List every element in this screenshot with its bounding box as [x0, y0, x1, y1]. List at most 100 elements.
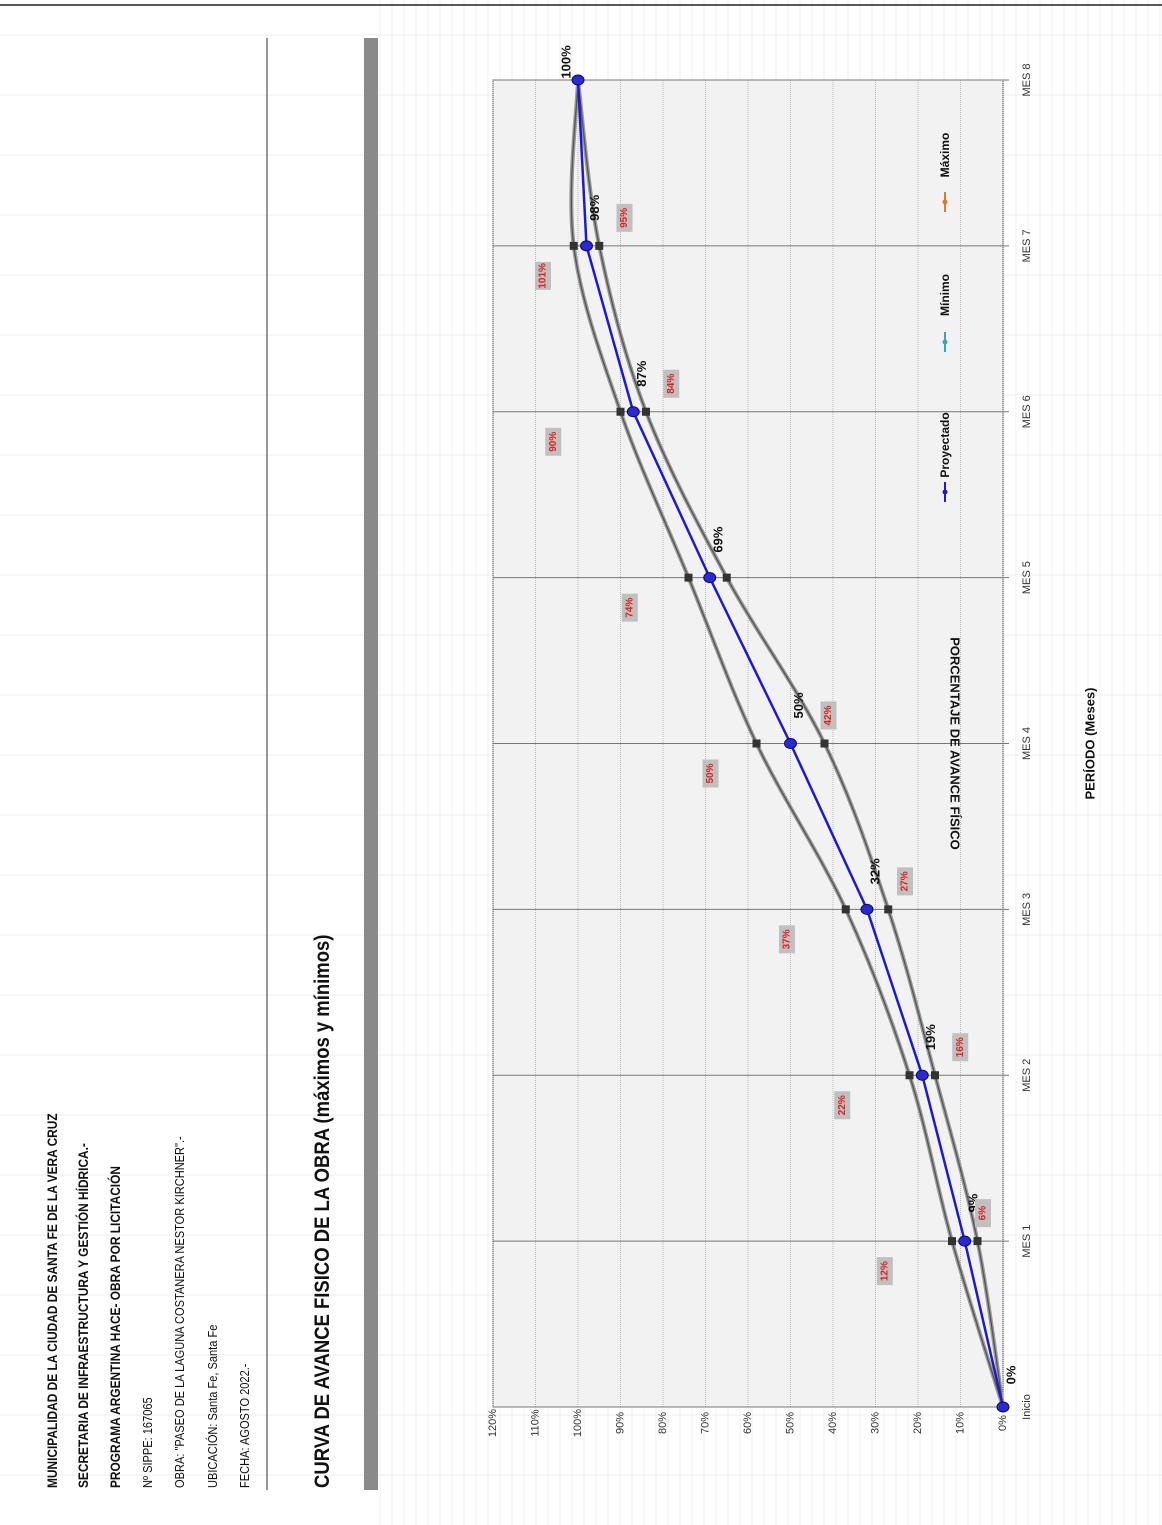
data-label-text: 101% [538, 263, 549, 289]
x-tick-label: MES 7 [1021, 229, 1033, 262]
series-marker-mínimo [722, 573, 731, 582]
data-label-text: 95% [619, 208, 630, 228]
legend-label-mínimo: Mínimo [938, 274, 952, 316]
data-label-proyectado: 100% [559, 45, 574, 79]
y-tick-label: 20% [912, 1412, 924, 1434]
y-tick-label: 50% [785, 1412, 797, 1434]
data-label-box [820, 701, 837, 730]
data-label-box [975, 1199, 991, 1228]
data-label-box [616, 203, 633, 232]
x-tick-label: MES 2 [1021, 1059, 1033, 1092]
series-marker-máximo [948, 1237, 956, 1246]
data-label-maximo: 101% [535, 261, 551, 290]
x-tick-label: Inicio [1021, 1394, 1033, 1420]
x-axis-title: PERÍODO (Meses) [1083, 688, 1098, 800]
data-label-box [897, 867, 913, 896]
data-label-box [702, 759, 719, 788]
legend-label-proyectado: Proyectado [938, 412, 952, 477]
y-tick-label: 110% [530, 1409, 542, 1437]
series-marker-máximo [616, 407, 625, 416]
data-label-text: 90% [548, 432, 559, 452]
series-point-proyectado [860, 903, 874, 915]
y-axis-title: PORCENTAJE DE AVANCE FÍSICO [948, 637, 963, 850]
title-bar [364, 38, 378, 1490]
x-tick-label: MES 3 [1021, 893, 1033, 926]
legend-marker-proyectado [942, 489, 948, 495]
series-marker-mínimo [973, 1237, 982, 1246]
data-label-text: 22% [837, 1095, 848, 1115]
data-label-maximo: 50% [702, 759, 719, 788]
data-label-text: 27% [900, 871, 911, 891]
data-label-box [621, 593, 638, 622]
series-point-proyectado [915, 1069, 929, 1081]
series-marker-mínimo [820, 739, 829, 748]
data-label-proyectado: 50% [791, 692, 806, 718]
series-marker-máximo [684, 573, 693, 582]
data-label-box [545, 427, 562, 456]
data-label-minimo: 42% [820, 701, 837, 730]
series-marker-mínimo [642, 407, 650, 416]
data-label-proyectado: 19% [923, 1024, 938, 1050]
x-tick-label: MES 5 [1021, 561, 1033, 594]
x-tick-label: MES 4 [1021, 727, 1033, 760]
y-tick-label: 100% [572, 1409, 584, 1437]
data-label-box [663, 369, 680, 398]
data-label-box [535, 261, 551, 290]
data-label-minimo: 16% [952, 1033, 969, 1062]
y-tick-label: 90% [615, 1412, 627, 1434]
legend-marker-mínimo [942, 339, 948, 345]
data-label-proyectado: 98% [587, 194, 602, 220]
y-tick-label: 80% [657, 1412, 669, 1434]
data-label-proyectado: 0% [1004, 1365, 1019, 1384]
data-label-text: 16% [955, 1037, 966, 1057]
data-label-box [876, 1257, 893, 1286]
series-point-proyectado [703, 572, 717, 584]
data-label-maximo: 37% [779, 925, 795, 954]
y-tick-label: 70% [700, 1412, 712, 1434]
series-point-proyectado [996, 1401, 1010, 1413]
data-label-box [952, 1033, 969, 1062]
series-marker-máximo [752, 739, 761, 748]
data-label-maximo: 90% [545, 427, 562, 456]
series-point-proyectado [958, 1235, 972, 1247]
data-label-proyectado: 32% [868, 858, 883, 884]
data-label-text: 6% [978, 1206, 989, 1221]
series-point-proyectado [571, 74, 585, 86]
data-label-minimo: 95% [616, 203, 633, 232]
data-label-box [779, 925, 795, 954]
legend-marker-máximo [942, 199, 948, 205]
data-label-text: 74% [624, 598, 635, 618]
data-label-maximo: 12% [876, 1257, 893, 1286]
y-tick-label: 30% [870, 1412, 882, 1434]
data-label-proyectado: 87% [634, 360, 649, 386]
data-label-maximo: 74% [621, 593, 638, 622]
y-tick-label: 0% [997, 1415, 1009, 1431]
series-marker-mínimo [931, 1071, 939, 1080]
y-tick-label: 120% [487, 1409, 499, 1437]
series-marker-máximo [841, 905, 850, 914]
series-point-proyectado [784, 738, 797, 749]
series-point-proyectado [580, 240, 593, 252]
data-label-text: 50% [705, 763, 716, 783]
series-marker-máximo [905, 1071, 914, 1080]
y-tick-label: 40% [827, 1412, 839, 1434]
series-point-proyectado [626, 406, 640, 418]
data-label-text: 12% [879, 1261, 890, 1281]
data-label-proyectado: 69% [710, 526, 725, 552]
data-label-maximo: 22% [834, 1091, 851, 1120]
legend-label-máximo: Máximo [938, 133, 952, 178]
y-tick-label: 60% [742, 1412, 754, 1434]
data-label-text: 37% [782, 929, 793, 949]
series-marker-mínimo [595, 241, 604, 250]
data-label-minimo: 84% [663, 369, 680, 398]
series-marker-máximo [569, 241, 578, 250]
x-tick-label: MES 6 [1021, 395, 1033, 428]
series-marker-mínimo [884, 905, 893, 914]
data-label-minimo: 27% [897, 867, 913, 896]
x-tick-label: MES 8 [1021, 63, 1033, 96]
data-label-box [834, 1091, 851, 1120]
y-tick-label: 10% [955, 1412, 967, 1434]
data-label-minimo: 6% [975, 1199, 991, 1228]
